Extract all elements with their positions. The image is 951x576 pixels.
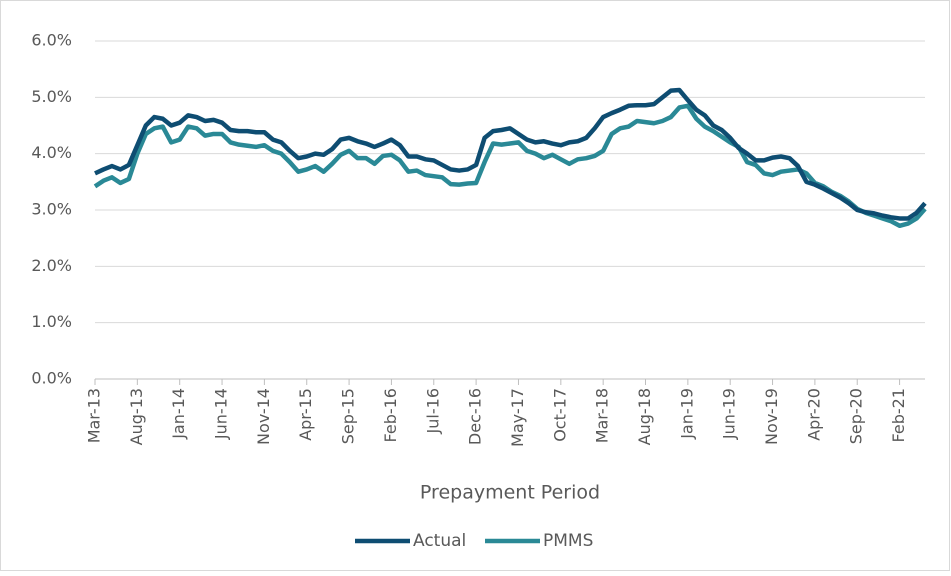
x-tick-label: Jan-19	[677, 388, 696, 440]
x-tick-label: Jul-16	[423, 388, 442, 434]
x-tick-label: Oct-17	[550, 388, 569, 442]
y-tick-label: 1.0%	[31, 312, 72, 331]
x-tick-label: Jan-14	[169, 388, 188, 440]
x-tick-label: Jun-14	[212, 388, 231, 440]
x-tick-label: Apr-15	[296, 388, 315, 441]
y-tick-label: 2.0%	[31, 256, 72, 275]
x-tick-label: May-17	[508, 388, 527, 447]
y-tick-label: 3.0%	[31, 200, 72, 219]
y-tick-label: 6.0%	[31, 31, 72, 50]
x-tick-label: Nov-19	[762, 388, 781, 445]
series-line	[93, 103, 927, 229]
x-tick-label: Dec-16	[466, 388, 485, 445]
x-tick-label: Feb-16	[381, 388, 400, 442]
x-tick-label: Aug-18	[635, 388, 654, 445]
y-tick-label: 0.0%	[31, 369, 72, 388]
x-tick-label: Sep-15	[339, 388, 358, 444]
x-tick-label: Nov-14	[254, 388, 273, 445]
x-tick-label: Sep-20	[847, 388, 866, 444]
x-tick-label: Apr-20	[804, 388, 823, 441]
x-axis-title: Prepayment Period	[420, 482, 600, 504]
x-tick-label: Mar-13	[85, 388, 104, 443]
y-tick-label: 5.0%	[31, 87, 72, 106]
x-tick-label: Jun-19	[720, 388, 739, 440]
y-tick-label: 4.0%	[31, 143, 72, 162]
legend-label: Actual	[413, 531, 466, 551]
x-tick-label: Aug-13	[127, 388, 146, 445]
x-tick-label: Mar-18	[593, 388, 612, 443]
series-line	[94, 87, 927, 221]
x-tick-label: Feb-21	[889, 388, 908, 442]
legend-label: PMMS	[543, 531, 593, 551]
